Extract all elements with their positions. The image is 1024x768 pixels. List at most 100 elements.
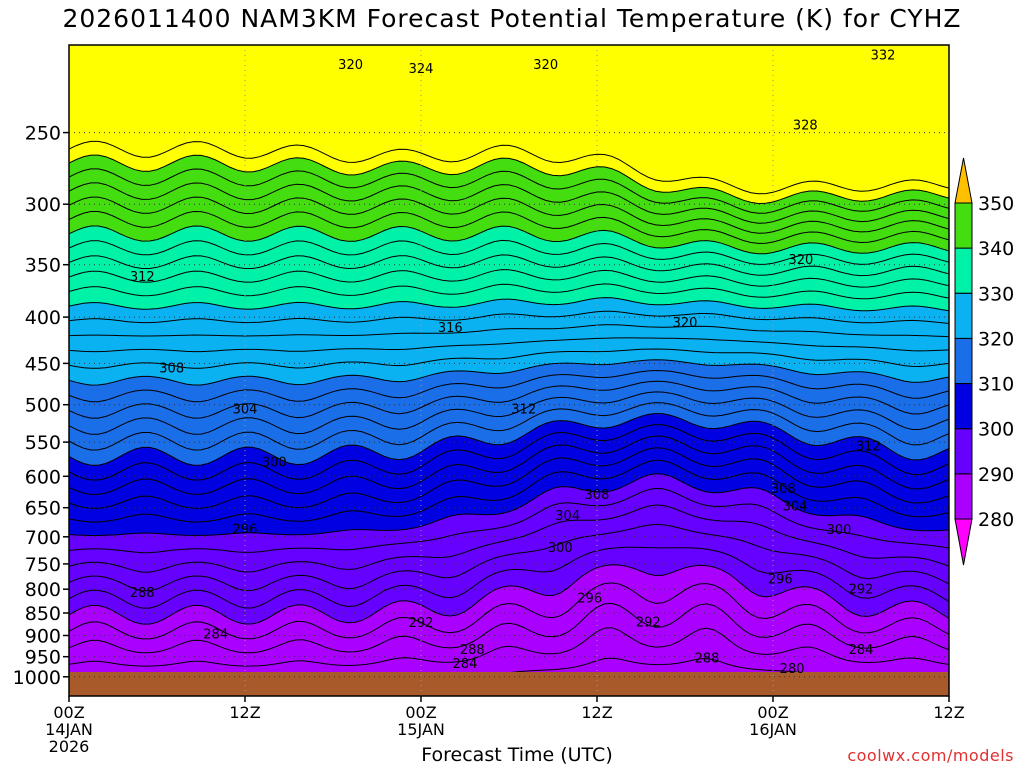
credit-text[interactable]: coolwx.com/models (847, 746, 1014, 765)
ytick-label-650: 650 (25, 498, 61, 520)
contour-label-5: 312 (130, 270, 155, 285)
terrain-below-ground (69, 672, 949, 696)
colorbar: 280 290 300 310 320 330 340 350 (954, 157, 1014, 566)
colorbar-seg-330 (954, 247, 973, 294)
contour-338 (69, 239, 949, 265)
colorbar-seg-340 (954, 202, 973, 249)
contour-288 (69, 582, 949, 640)
ytick-label-800: 800 (25, 579, 61, 601)
contour-304 (69, 447, 949, 509)
contour-348 (69, 168, 949, 214)
colorbar-label-290: 290 (978, 464, 1014, 486)
x-axis-label: Forecast Time (UTC) (421, 744, 613, 766)
contour-336 (69, 254, 949, 277)
colorbar-label-310: 310 (978, 374, 1014, 396)
xtick-label-48-1: 16JAN (749, 720, 797, 739)
plot-frame (68, 44, 950, 697)
contour-label-4: 328 (793, 119, 818, 134)
contour-300 (69, 473, 949, 536)
colorbar-max-arrow (954, 157, 973, 204)
contour-label-0: 320 (338, 58, 363, 73)
colorbar-seg-280 (954, 473, 973, 520)
contour-label-29: 284 (849, 643, 874, 658)
contour-310 (69, 412, 949, 466)
ytick-label-750: 750 (25, 554, 61, 576)
ytick-label-250: 250 (25, 123, 61, 145)
contour-label-21: 296 (768, 572, 793, 587)
ytick-label-500: 500 (25, 395, 61, 417)
contour-306 (69, 435, 949, 495)
contour-label-19: 300 (827, 523, 852, 538)
ytick-label-300: 300 (25, 194, 61, 216)
contour-320 (69, 359, 949, 386)
contour-344 (69, 196, 949, 234)
contour-312 (69, 402, 949, 451)
contour-label-3: 332 (871, 49, 896, 64)
contour-342 (69, 210, 949, 244)
xtick-label-0-0: 00Z (53, 703, 84, 722)
contour-labels: 320 324 320 332 328 312 320 316 320 308 312 304 312 3… (130, 49, 896, 677)
contour-314 (69, 391, 949, 435)
contour-label-1: 324 (409, 62, 434, 77)
colorbar-label-350: 350 (978, 193, 1014, 215)
contour-346 (69, 182, 949, 224)
xtick-label-0-2: 2026 (49, 737, 90, 756)
ytick-label-700: 700 (25, 527, 61, 549)
ytick-label-550: 550 (25, 432, 61, 454)
contour-label-24: 296 (577, 592, 602, 607)
band-above-350 (69, 45, 949, 204)
xtick-label-24-1: 15JAN (397, 720, 445, 739)
y-axis: 2503003504004505005506006507007508008509… (13, 123, 69, 689)
contour-332 (69, 283, 949, 300)
contour-label-6: 320 (788, 253, 813, 268)
ytick-label-900: 900 (25, 626, 61, 648)
ytick-label-950: 950 (25, 647, 61, 669)
chart-title: 2026011400 NAM3KM Forecast Potential Tem… (62, 4, 962, 33)
colorbar-seg-310 (954, 337, 973, 384)
colorbar-seg-300 (954, 383, 973, 430)
ytick-label-450: 450 (25, 353, 61, 375)
contour-label-12: 312 (856, 440, 881, 455)
contour-label-28: 288 (460, 643, 485, 658)
contour-286 (69, 602, 949, 654)
contour-290 (69, 564, 949, 625)
xtick-label-12-0: 12Z (229, 703, 260, 722)
contour-302 (69, 459, 949, 523)
contour-324 (69, 337, 949, 353)
potential-temperature-bands (69, 45, 949, 696)
ytick-label-350: 350 (25, 255, 61, 277)
colorbar-label-340: 340 (978, 238, 1014, 260)
contour-label-2: 320 (533, 58, 558, 73)
contour-label-14: 308 (771, 482, 796, 497)
contour-label-31: 284 (453, 657, 478, 672)
contour-298 (69, 487, 949, 554)
contour-322 (69, 348, 949, 369)
colorbar-min-arrow (954, 518, 973, 566)
contour-label-23: 292 (849, 582, 874, 597)
colorbar-label-330: 330 (978, 283, 1014, 305)
contour-label-15: 308 (585, 488, 610, 503)
ytick-label-1000: 1000 (13, 667, 61, 689)
colorbar-seg-320 (954, 292, 973, 339)
contour-328 (69, 310, 949, 324)
contour-284 (69, 627, 949, 667)
contour-label-32: 280 (780, 662, 805, 677)
xtick-label-0-1: 14JAN (45, 720, 93, 739)
xtick-label-48-0: 00Z (757, 703, 788, 722)
contour-294 (69, 523, 949, 592)
contour-label-9: 308 (159, 362, 184, 377)
colorbar-label-300: 300 (978, 419, 1014, 441)
colorbar-label-320: 320 (978, 328, 1014, 350)
contour-label-13: 300 (262, 456, 287, 471)
ytick-label-600: 600 (25, 466, 61, 488)
contour-label-8: 320 (673, 316, 698, 331)
contour-label-16: 304 (783, 499, 808, 514)
contour-label-25: 292 (409, 616, 434, 631)
xtick-label-36-0: 12Z (581, 703, 612, 722)
contour-label-20: 300 (548, 541, 573, 556)
colorbar-label-280: 280 (978, 509, 1014, 531)
contour-318 (69, 369, 949, 403)
colorbar-seg-290 (954, 428, 973, 475)
